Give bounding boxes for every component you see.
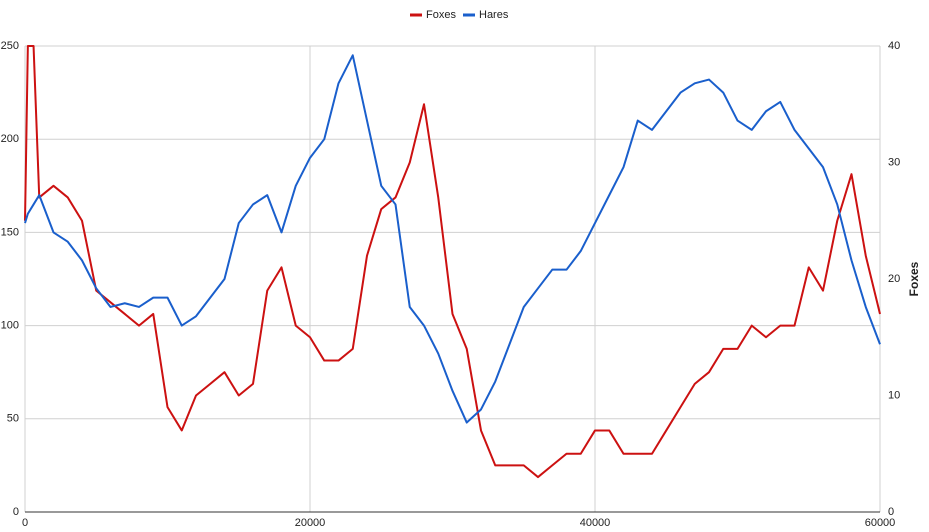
line-series [24, 45, 881, 479]
x-tick-label: 60000 [865, 517, 896, 529]
y2-tick-label: 40 [888, 40, 900, 52]
y-tick-label: 0 [13, 506, 19, 518]
y-tick-label: 100 [1, 320, 19, 332]
y2-tick-label: 20 [888, 273, 900, 285]
x-tick-label: 40000 [580, 517, 611, 529]
legend-label: Hares [479, 9, 509, 21]
y-tick-label: 200 [1, 133, 19, 145]
x-tick-label: 0 [22, 517, 28, 529]
y-tick-label: 50 [7, 413, 19, 425]
y-tick-label: 250 [1, 40, 19, 52]
y2-axis-label: Foxes [907, 261, 921, 296]
x-tick-label: 20000 [295, 517, 326, 529]
y-tick-label: 150 [1, 226, 19, 238]
y2-tick-label: 0 [888, 506, 894, 518]
legend-label: Foxes [426, 9, 456, 21]
y2-tick-label: 10 [888, 389, 900, 401]
y2-tick-label: 30 [888, 156, 900, 168]
line-series [24, 54, 881, 424]
